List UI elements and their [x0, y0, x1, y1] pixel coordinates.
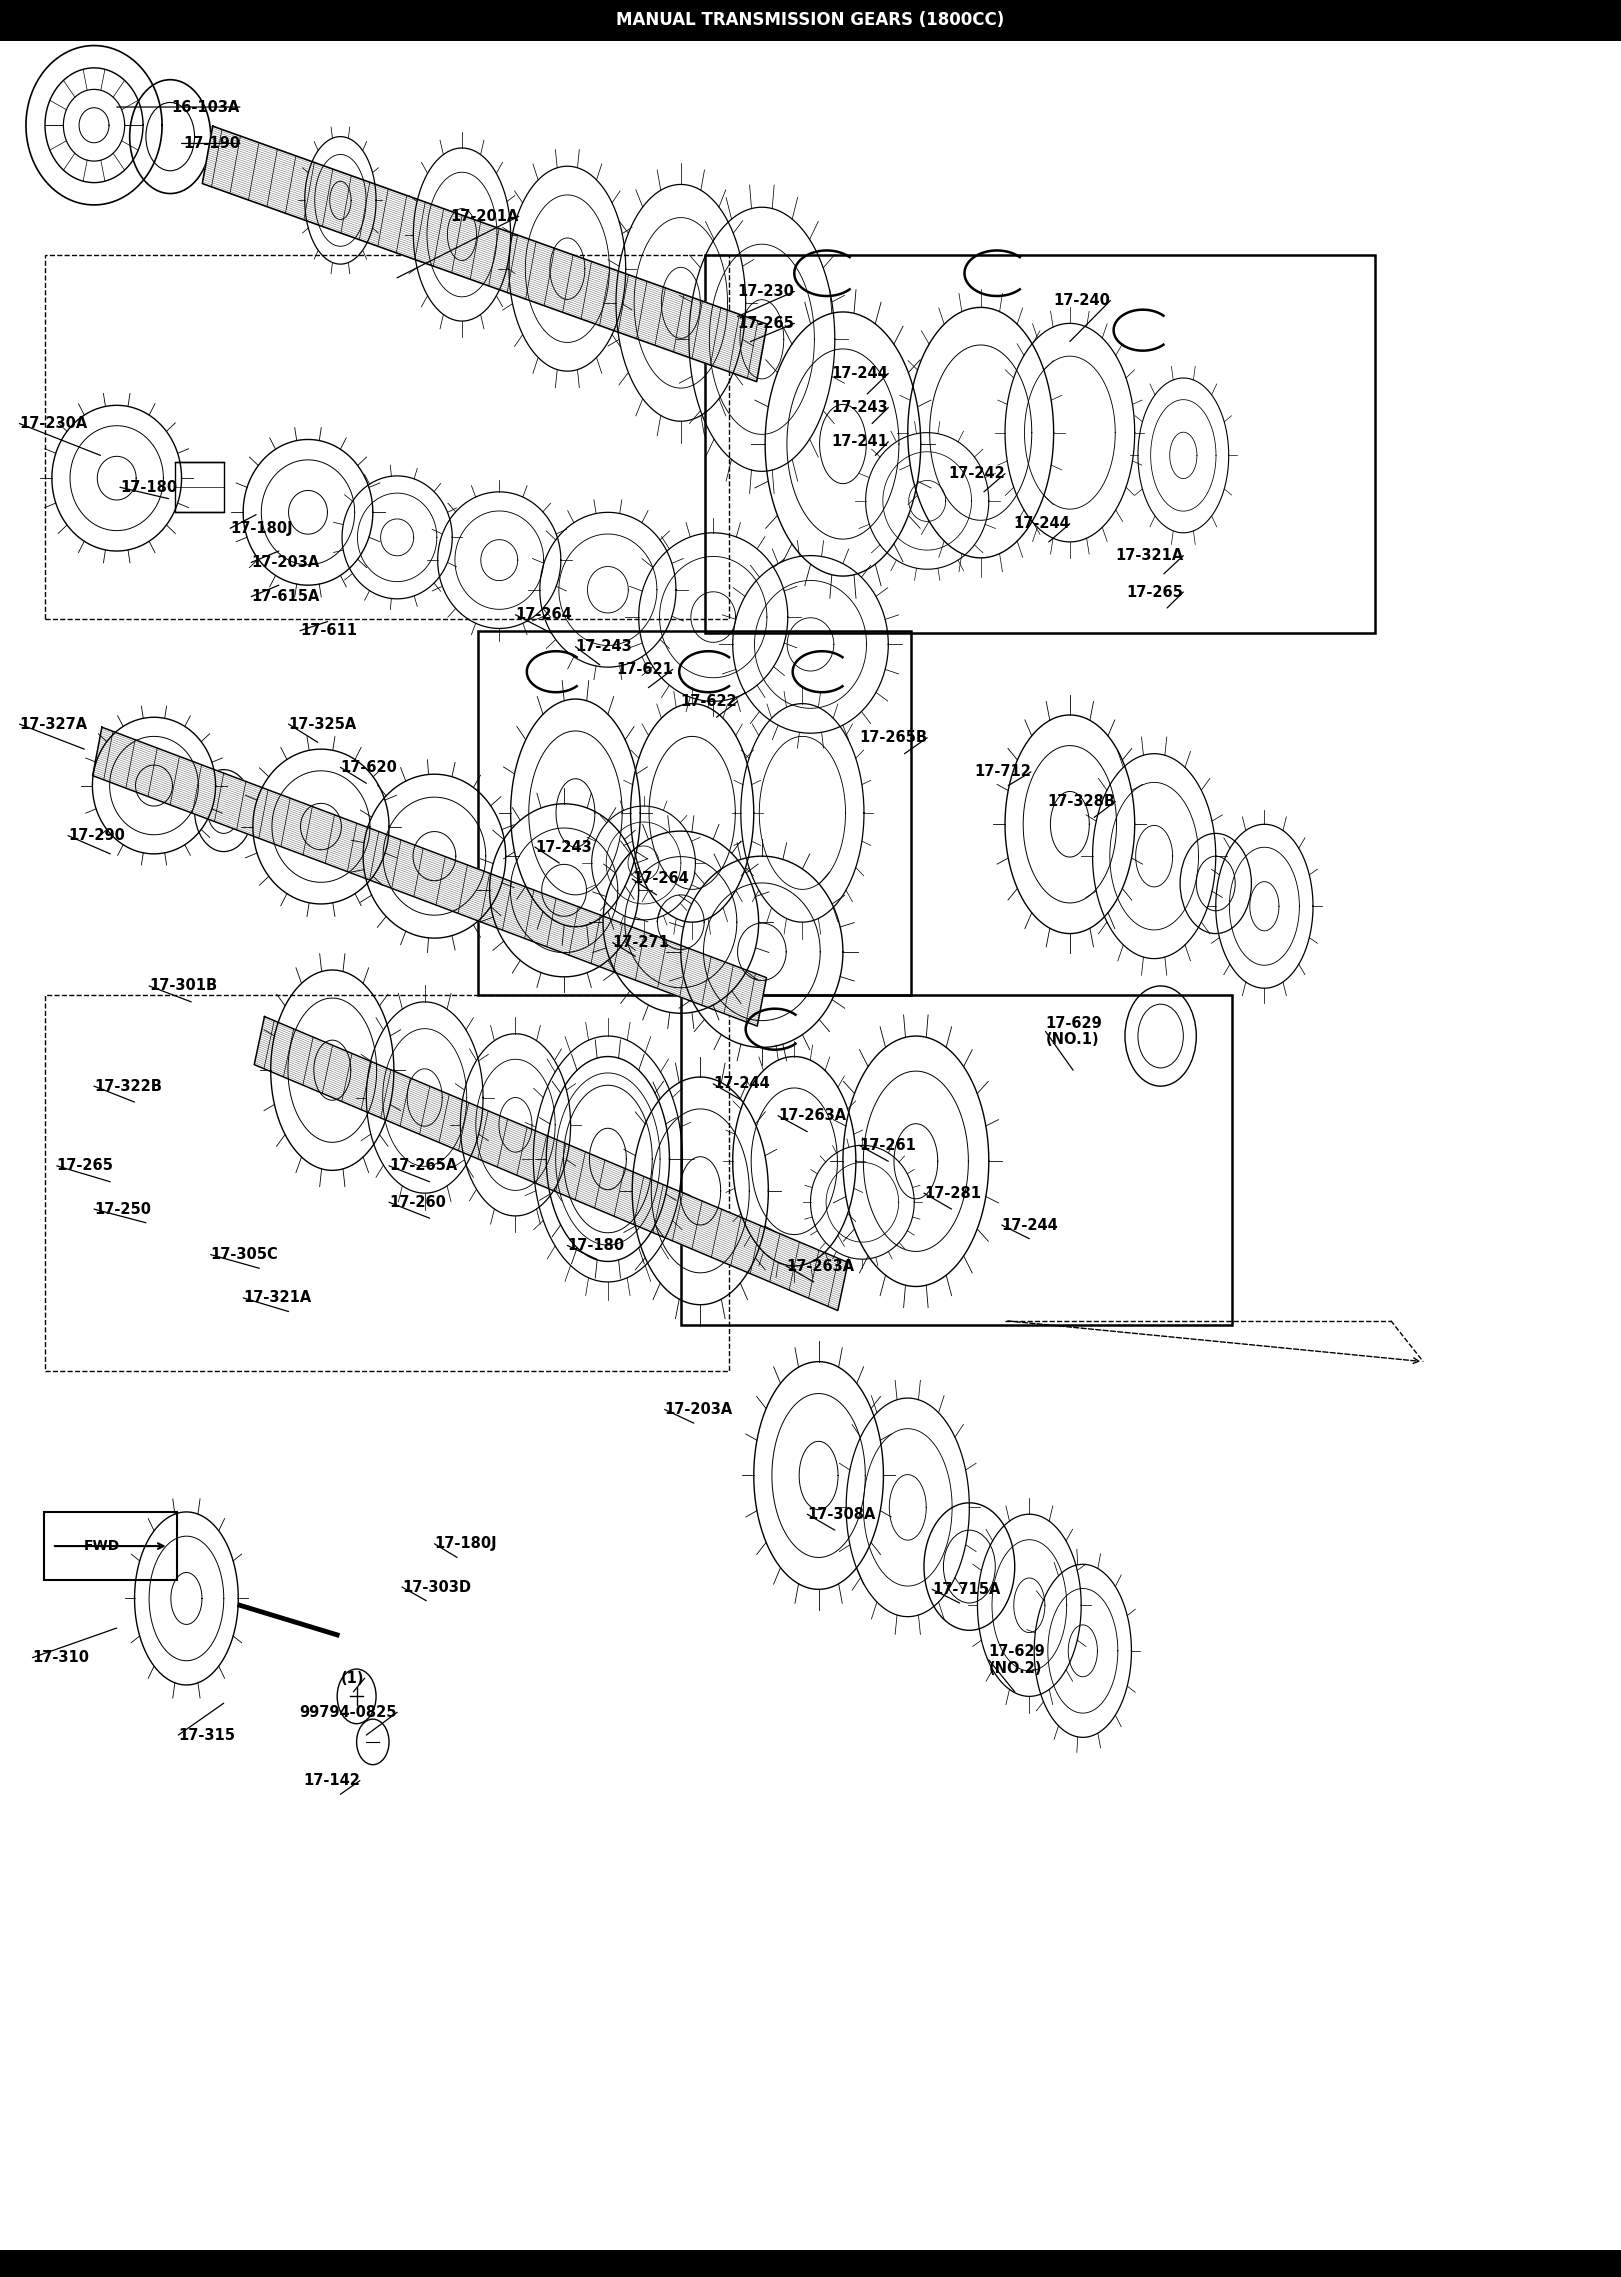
Text: 17-620: 17-620 — [340, 761, 397, 774]
Text: 17-621: 17-621 — [616, 663, 673, 676]
Text: 17-264: 17-264 — [632, 872, 689, 886]
Text: 17-265: 17-265 — [1127, 585, 1183, 599]
Text: 17-265: 17-265 — [57, 1159, 113, 1173]
Bar — [175, 462, 224, 512]
Text: 17-230A: 17-230A — [19, 417, 88, 430]
Text: 17-265: 17-265 — [738, 317, 794, 330]
Text: 17-142: 17-142 — [303, 1774, 360, 1787]
Text: 17-250: 17-250 — [94, 1202, 151, 1216]
Text: 17-325A: 17-325A — [289, 717, 357, 731]
Text: 17-243: 17-243 — [535, 840, 592, 854]
Bar — [44, 1512, 177, 1580]
Text: 17-715A: 17-715A — [932, 1583, 1000, 1596]
Text: 17-303D: 17-303D — [402, 1580, 472, 1594]
Text: 17-244: 17-244 — [832, 367, 888, 380]
Text: 17-321A: 17-321A — [1115, 549, 1183, 562]
Text: 17-244: 17-244 — [1013, 517, 1070, 531]
Text: 17-301B: 17-301B — [149, 979, 217, 993]
Polygon shape — [92, 726, 767, 1027]
Text: 17-201A: 17-201A — [451, 209, 519, 223]
Bar — [0, 2250, 1621, 2277]
Polygon shape — [254, 1016, 848, 1312]
Text: 17-180: 17-180 — [567, 1239, 624, 1252]
Text: 17-321A: 17-321A — [243, 1291, 311, 1305]
Text: 17-281: 17-281 — [924, 1186, 981, 1200]
Text: 17-190: 17-190 — [183, 137, 240, 150]
Text: 17-261: 17-261 — [859, 1138, 916, 1152]
Bar — [478, 631, 911, 995]
Bar — [45, 995, 729, 1371]
Text: 17-243: 17-243 — [575, 640, 632, 653]
Text: 17-241: 17-241 — [832, 435, 888, 449]
Text: 17-264: 17-264 — [515, 608, 572, 622]
Text: FWD: FWD — [84, 1539, 120, 1553]
Text: 17-271: 17-271 — [613, 936, 669, 950]
Bar — [45, 255, 729, 619]
Text: MANUAL TRANSMISSION GEARS (1800CC): MANUAL TRANSMISSION GEARS (1800CC) — [616, 11, 1005, 30]
Text: 17-242: 17-242 — [948, 467, 1005, 480]
Text: 17-327A: 17-327A — [19, 717, 88, 731]
Text: 17-622: 17-622 — [681, 694, 738, 708]
Text: 17-265B: 17-265B — [859, 731, 927, 745]
Text: 17-310: 17-310 — [32, 1651, 89, 1664]
Text: 17-243: 17-243 — [832, 401, 888, 414]
Text: (1): (1) — [342, 1671, 365, 1685]
Polygon shape — [203, 125, 767, 383]
Text: 17-615A: 17-615A — [251, 590, 319, 603]
Text: 17-290: 17-290 — [68, 829, 125, 842]
Text: 16-103A: 16-103A — [172, 100, 240, 114]
Text: 17-230: 17-230 — [738, 285, 794, 298]
Bar — [705, 255, 1375, 633]
Text: 17-180: 17-180 — [120, 480, 177, 494]
Text: 17-180J: 17-180J — [230, 521, 293, 535]
Text: 17-322B: 17-322B — [94, 1079, 162, 1093]
Bar — [681, 995, 1232, 1325]
Text: 17-244: 17-244 — [1002, 1218, 1059, 1232]
Text: 17-263A: 17-263A — [778, 1109, 846, 1123]
Text: 17-712: 17-712 — [974, 765, 1031, 779]
Text: 17-203A: 17-203A — [251, 556, 319, 569]
Text: 17-263A: 17-263A — [786, 1259, 854, 1273]
Text: 17-240: 17-240 — [1054, 294, 1110, 307]
Bar — [0, 0, 1621, 41]
Text: 17-629
(NO.1): 17-629 (NO.1) — [1046, 1016, 1102, 1047]
Text: 17-611: 17-611 — [300, 624, 357, 638]
Text: 99794-0825: 99794-0825 — [300, 1705, 397, 1719]
Text: 17-629
(NO.2): 17-629 (NO.2) — [989, 1644, 1046, 1676]
Text: 17-180J: 17-180J — [434, 1537, 498, 1551]
Text: 17-260: 17-260 — [389, 1195, 446, 1209]
Text: 17-305C: 17-305C — [211, 1248, 279, 1261]
Text: 17-203A: 17-203A — [665, 1403, 733, 1416]
Text: 17-315: 17-315 — [178, 1728, 235, 1742]
Text: 17-308A: 17-308A — [807, 1507, 875, 1521]
Text: 17-265A: 17-265A — [389, 1159, 457, 1173]
Text: 17-328B: 17-328B — [1047, 795, 1115, 808]
Text: 17-244: 17-244 — [713, 1077, 770, 1091]
